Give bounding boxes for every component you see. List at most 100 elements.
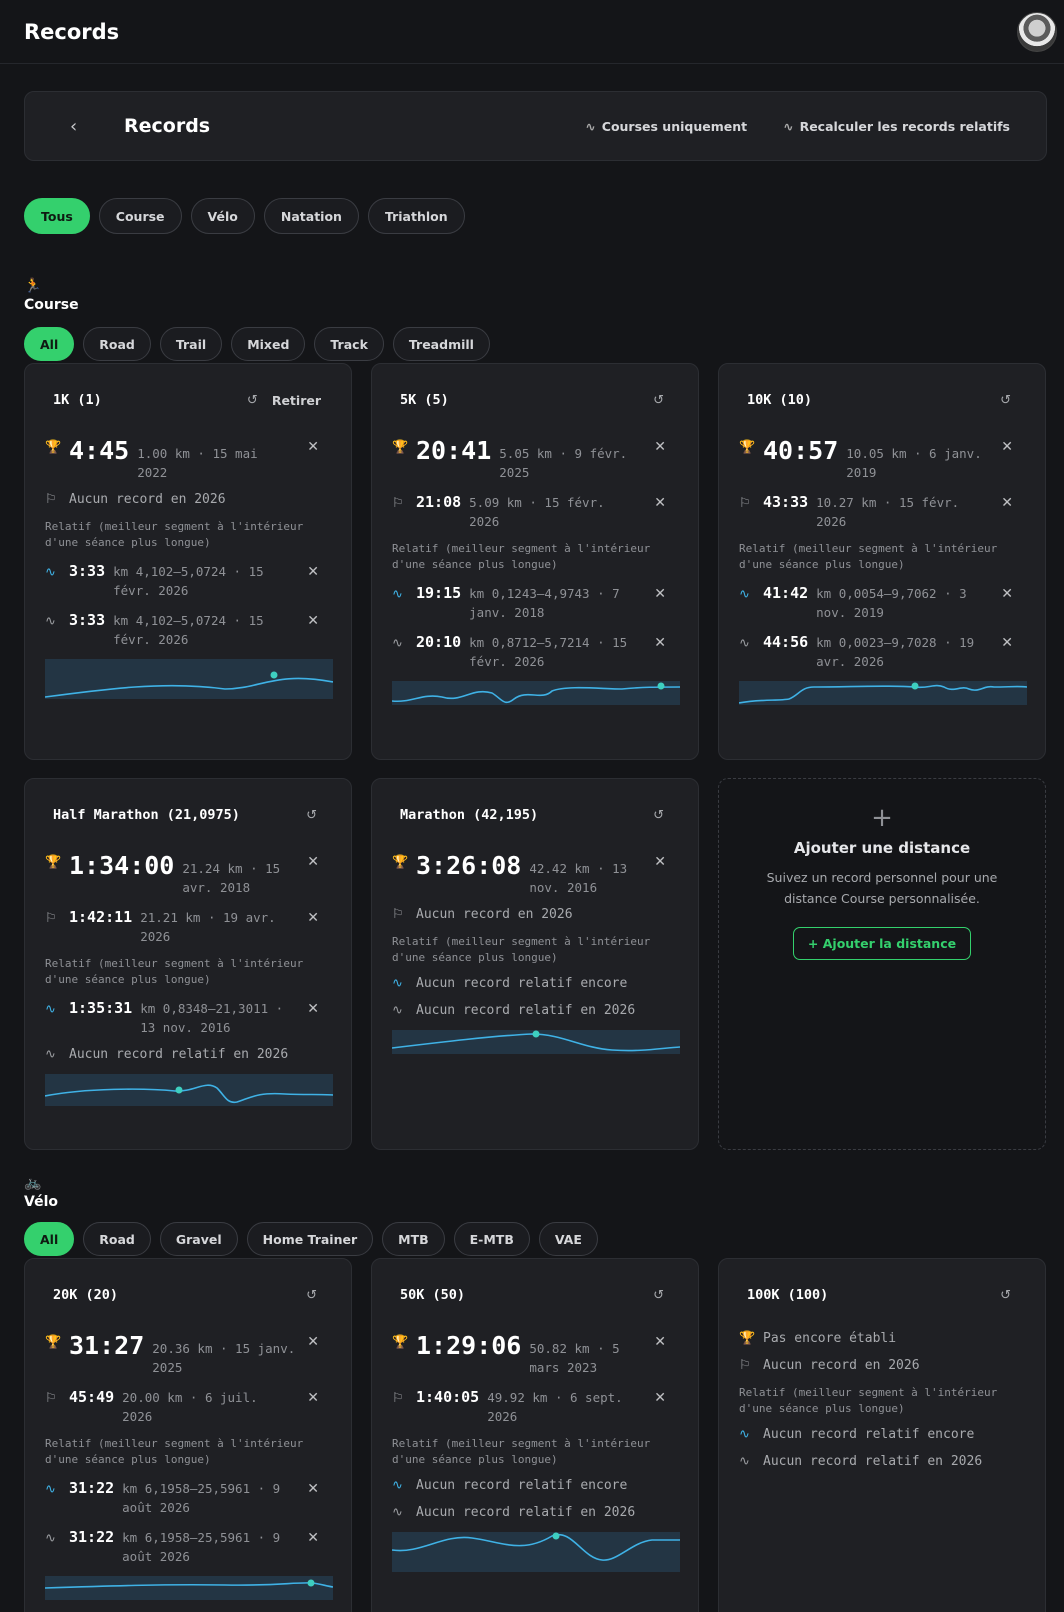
card-title: 1K (1) [53, 392, 102, 408]
sport-triathlon[interactable]: Triathlon [367, 198, 465, 234]
back-button[interactable]: ‹ [70, 115, 78, 137]
activity-icon: ∿ [783, 118, 794, 134]
close-icon[interactable]: ✕ [307, 910, 319, 926]
filter-gravel[interactable]: Gravel [159, 1222, 238, 1256]
sport-natation[interactable]: Natation [263, 198, 359, 234]
activity-icon: ∿ [392, 636, 403, 651]
sport-tous[interactable]: Tous [24, 198, 90, 234]
history-icon[interactable]: ↺ [306, 1287, 317, 1303]
relative-note: Relatif (meilleur segment à l'intérieur … [739, 542, 998, 571]
runs-only-button[interactable]: ∿ Courses uniquement [585, 118, 748, 134]
app-title: Records [24, 19, 120, 44]
history-icon[interactable]: ↺ [246, 392, 258, 408]
card-title: 10K (10) [747, 392, 813, 408]
filter-home-trainer[interactable]: Home Trainer [246, 1222, 374, 1256]
rel-best-empty: Aucun record relatif encore [416, 976, 628, 991]
add-distance-button[interactable]: + Ajouter la distance [792, 927, 972, 960]
close-icon[interactable]: ✕ [307, 1390, 319, 1406]
close-icon[interactable]: ✕ [307, 1334, 319, 1350]
close-icon[interactable]: ✕ [307, 564, 319, 580]
best-time: 3:26:08 [416, 851, 522, 880]
medal-icon: ⚐ [45, 1391, 57, 1406]
history-icon[interactable]: ↺ [653, 392, 664, 408]
close-icon[interactable]: ✕ [307, 1530, 319, 1546]
add-distance-card: + Ajouter une distance Suivez un record … [718, 778, 1046, 1150]
sport-course[interactable]: Course [98, 198, 182, 234]
record-card: 10K (10) ↺ 🏆 40:57 10.05 km · 6 janv. 2019… [718, 363, 1046, 760]
close-icon[interactable]: ✕ [654, 1334, 666, 1350]
trophy-icon: 🏆 [392, 440, 409, 455]
rel-year-empty: Aucun record relatif en 2026 [69, 1047, 289, 1062]
activity-icon: ∿ [739, 587, 750, 602]
best-time: 20:41 [416, 436, 492, 465]
history-icon[interactable]: ↺ [1000, 1287, 1011, 1303]
relative-note: Relatif (meilleur segment à l'intérieur … [392, 542, 651, 571]
activity-icon: ∿ [45, 1002, 56, 1017]
card-title: Half Marathon (21,0975) [53, 807, 240, 823]
relative-note: Relatif (meilleur segment à l'intérieur … [392, 1437, 651, 1466]
filter-all[interactable]: All [24, 327, 75, 361]
history-icon[interactable]: ↺ [306, 807, 317, 823]
sport-filter: Tous Course Vélo Natation Triathlon [24, 198, 465, 234]
best-time: 40:57 [763, 436, 839, 465]
trophy-icon: 🏆 [45, 440, 62, 455]
history-icon[interactable]: ↺ [653, 1287, 664, 1303]
close-icon[interactable]: ✕ [307, 1481, 319, 1497]
close-icon[interactable]: ✕ [307, 1001, 319, 1017]
best-time: 4:45 [69, 436, 130, 465]
filter-mtb[interactable]: MTB [382, 1222, 445, 1256]
best-time: 1:34:00 [69, 851, 175, 880]
close-icon[interactable]: ✕ [654, 635, 666, 651]
close-icon[interactable]: ✕ [1001, 495, 1013, 511]
close-icon[interactable]: ✕ [1001, 586, 1013, 602]
best-meta: 5.05 km · 9 févr. 2025 [499, 446, 628, 480]
sport-velo[interactable]: Vélo [190, 198, 255, 234]
filter-all[interactable]: All [24, 1222, 75, 1256]
activity-icon: ∿ [45, 614, 56, 629]
rel-year-empty: Aucun record relatif en 2026 [416, 1003, 636, 1018]
remove-button[interactable]: Retirer [271, 392, 321, 408]
rel-year-empty: Aucun record relatif en 2026 [416, 1505, 636, 1520]
close-icon[interactable]: ✕ [1001, 635, 1013, 651]
history-icon[interactable]: ↺ [1000, 392, 1011, 408]
filter-e-mtb[interactable]: E-MTB [453, 1222, 530, 1256]
medal-icon: ⚐ [739, 1358, 751, 1373]
close-icon[interactable]: ✕ [654, 495, 666, 511]
relative-note: Relatif (meilleur segment à l'intérieur … [392, 935, 651, 964]
rel-best-meta: km 4,102–5,0724 · 15 févr. 2026 [113, 564, 264, 598]
best-empty: Pas encore établi [763, 1331, 897, 1346]
history-icon[interactable]: ↺ [653, 807, 664, 823]
close-icon[interactable]: ✕ [307, 613, 319, 629]
recalc-button[interactable]: ∿ Recalculer les records relatifs [783, 118, 1010, 134]
relative-note: Relatif (meilleur segment à l'intérieur … [45, 957, 304, 986]
close-icon[interactable]: ✕ [654, 854, 666, 870]
record-card: 100K (100) ↺ 🏆 Pas encore établi ⚐ Aucun r… [718, 1258, 1046, 1612]
close-icon[interactable]: ✕ [654, 586, 666, 602]
activity-icon: ∿ [45, 565, 56, 580]
rel-year-time: 44:56 [763, 633, 809, 651]
activity-icon: ∿ [45, 1482, 56, 1497]
avatar[interactable] [1017, 11, 1057, 52]
filter-road[interactable]: Road [83, 327, 151, 361]
close-icon[interactable]: ✕ [307, 854, 319, 870]
filter-track[interactable]: Track [314, 327, 384, 361]
year-meta: 49.92 km · 6 sept. 2026 [487, 1390, 623, 1424]
record-card: Marathon (42,195) ↺ 🏆 3:26:08 42.42 km · 1… [371, 778, 699, 1150]
medal-icon: ⚐ [392, 907, 404, 922]
filter-vae[interactable]: VAE [538, 1222, 598, 1256]
activity-icon: ∿ [739, 1427, 750, 1442]
sparkline [392, 681, 680, 705]
trophy-icon: 🏆 [45, 855, 62, 870]
filter-road[interactable]: Road [83, 1222, 151, 1256]
rel-best-time: 3:33 [69, 562, 106, 580]
close-icon[interactable]: ✕ [654, 1390, 666, 1406]
close-icon[interactable]: ✕ [654, 439, 666, 455]
filter-trail[interactable]: Trail [159, 327, 223, 361]
filter-treadmill[interactable]: Treadmill [392, 327, 490, 361]
filter-mixed[interactable]: Mixed [231, 327, 306, 361]
sparkline [45, 659, 333, 699]
record-card: 50K (50) ↺ 🏆 1:29:06 50.82 km · 5 mars 202… [371, 1258, 699, 1612]
close-icon[interactable]: ✕ [307, 439, 319, 455]
plus-icon: + [871, 803, 893, 833]
close-icon[interactable]: ✕ [1001, 439, 1013, 455]
